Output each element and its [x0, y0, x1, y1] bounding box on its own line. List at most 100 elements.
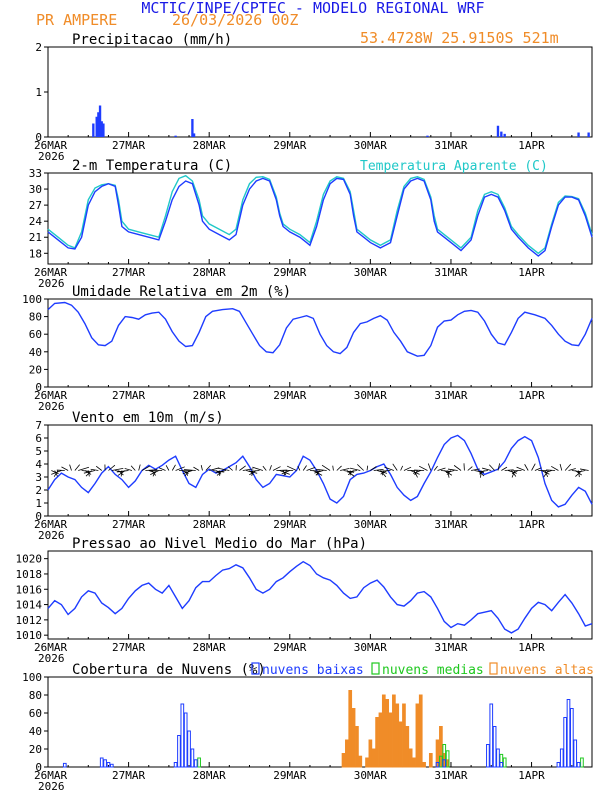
precip-bar	[426, 135, 429, 137]
x-tick-label: 30MAR	[354, 518, 387, 531]
cloud-bar-1	[177, 735, 181, 768]
cloud-bar-3	[418, 694, 423, 768]
y-tick-label: 5	[35, 445, 42, 458]
wind-arrow	[150, 470, 159, 476]
wind-arrow	[212, 470, 225, 473]
precip-bar	[100, 121, 103, 137]
wind-arrow	[53, 470, 59, 477]
legend-label-3: nuvens altas	[500, 663, 594, 678]
wind-arrow	[370, 466, 377, 471]
cloud-bar-1	[576, 762, 581, 768]
wind-arrow	[577, 470, 586, 473]
cloud-bar-3	[381, 694, 386, 768]
x-tick-label: 26MAR	[34, 769, 67, 782]
cloud-bar-3	[348, 690, 353, 768]
wind-arrow	[205, 464, 211, 471]
wind-arrow	[332, 465, 334, 471]
wind-arrow	[227, 466, 233, 471]
location-label: PR AMPERE	[36, 11, 117, 29]
wind-arrow	[511, 470, 516, 478]
wind-arrow	[78, 466, 90, 471]
wind-arrow	[248, 470, 260, 472]
cloud-bar-2	[445, 750, 450, 768]
y-tick-label: 1010	[16, 629, 43, 642]
x-tick-label: 26MAR	[34, 139, 67, 152]
wind-arrow	[357, 464, 364, 471]
panel-frame	[47, 172, 593, 265]
cloud-bar-3	[365, 757, 369, 768]
cloud-bar-1	[442, 759, 447, 768]
x-tick-label: 1APR	[518, 266, 545, 279]
y-tick-label: 80	[29, 311, 42, 324]
wind-arrow	[130, 465, 136, 471]
panel-frame	[47, 46, 593, 138]
wind-arrow	[51, 470, 59, 475]
cloud-bar-1	[492, 726, 497, 768]
wind-arrow	[546, 469, 556, 471]
cloud-bar-3	[351, 708, 356, 768]
series-line-2	[47, 174, 593, 255]
chart-title: MCTIC/INPE/CPTEC - MODELO REGIONAL WRF	[141, 0, 484, 17]
x-year-label: 2026	[38, 400, 65, 413]
y-tick-label: 100	[22, 671, 42, 684]
wind-arrow	[579, 468, 589, 471]
precip-bar	[92, 123, 95, 137]
wind-arrow	[111, 468, 124, 471]
cloud-bar-3	[345, 739, 349, 768]
run-date-label: 26/03/2026 00Z	[172, 11, 298, 29]
x-tick-label: 26MAR	[34, 266, 67, 279]
y-tick-label: 3	[35, 471, 42, 484]
wind-arrow	[437, 467, 446, 471]
y-tick-label: 6	[35, 432, 42, 445]
wind-arrow	[467, 466, 473, 471]
wind-arrow	[440, 470, 451, 472]
panel-6: 0 20 40 60 80 100 26MAR 27MAR 28MAR 29MAR 30MAR 31M…	[22, 662, 594, 792]
wind-arrow	[141, 465, 151, 471]
precip-bar	[174, 135, 177, 137]
precip-bar	[500, 131, 503, 137]
cloud-bar-2	[197, 757, 201, 768]
x-year-label: 2026	[38, 529, 65, 542]
x-tick-label: 29MAR	[273, 769, 306, 782]
wind-arrow	[200, 465, 203, 471]
x-tick-label: 28MAR	[193, 641, 226, 654]
cloud-bar-3	[368, 739, 373, 768]
x-tick-label: 26MAR	[34, 389, 67, 402]
wind-arrow	[482, 467, 492, 471]
wind-arrow	[118, 470, 124, 476]
wind-arrow	[183, 469, 196, 471]
x-tick-label: 28MAR	[193, 139, 226, 152]
x-tick-label: 30MAR	[354, 641, 387, 654]
wind-arrow	[152, 470, 156, 477]
wind-arrow	[69, 464, 72, 471]
cloud-bar-3	[355, 726, 359, 768]
panel-2: 18 21 24 27 30 33 26MAR 27MAR 28MAR 29MAR 30MAR 31M…	[29, 158, 593, 290]
x-tick-label: 1APR	[518, 139, 545, 152]
wind-arrow	[400, 465, 404, 471]
wind-arrow	[336, 465, 342, 471]
wind-arrow	[531, 463, 536, 471]
wind-arrow	[321, 464, 331, 471]
y-tick-label: 1012	[16, 614, 43, 627]
x-tick-label: 29MAR	[273, 518, 306, 531]
y-tick-label: 4	[35, 458, 42, 471]
wind-arrow	[252, 466, 264, 471]
wind-arrow	[471, 468, 480, 471]
x-tick-label: 31MAR	[434, 518, 467, 531]
wind-arrow	[427, 463, 432, 471]
wind-arrow	[447, 470, 450, 478]
cloud-bar-1	[62, 762, 67, 768]
x-tick-label: 30MAR	[354, 389, 387, 402]
precip-bar	[496, 125, 500, 137]
legend-apparent-temp: Temperatura Aparente (C)	[360, 159, 548, 174]
precip-bar	[191, 119, 194, 137]
y-tick-label: 30	[29, 183, 42, 196]
cloud-bar-3	[392, 694, 396, 768]
precip-bar	[503, 133, 506, 137]
y-tick-label: 40	[29, 725, 42, 738]
panel-title: Pressao ao Nivel Medio do Mar (hPa)	[72, 536, 367, 552]
cloud-bar-1	[566, 699, 571, 768]
x-year-label: 2026	[38, 652, 65, 665]
cloud-bar-1	[486, 744, 490, 768]
cloud-bar-3	[398, 721, 403, 768]
